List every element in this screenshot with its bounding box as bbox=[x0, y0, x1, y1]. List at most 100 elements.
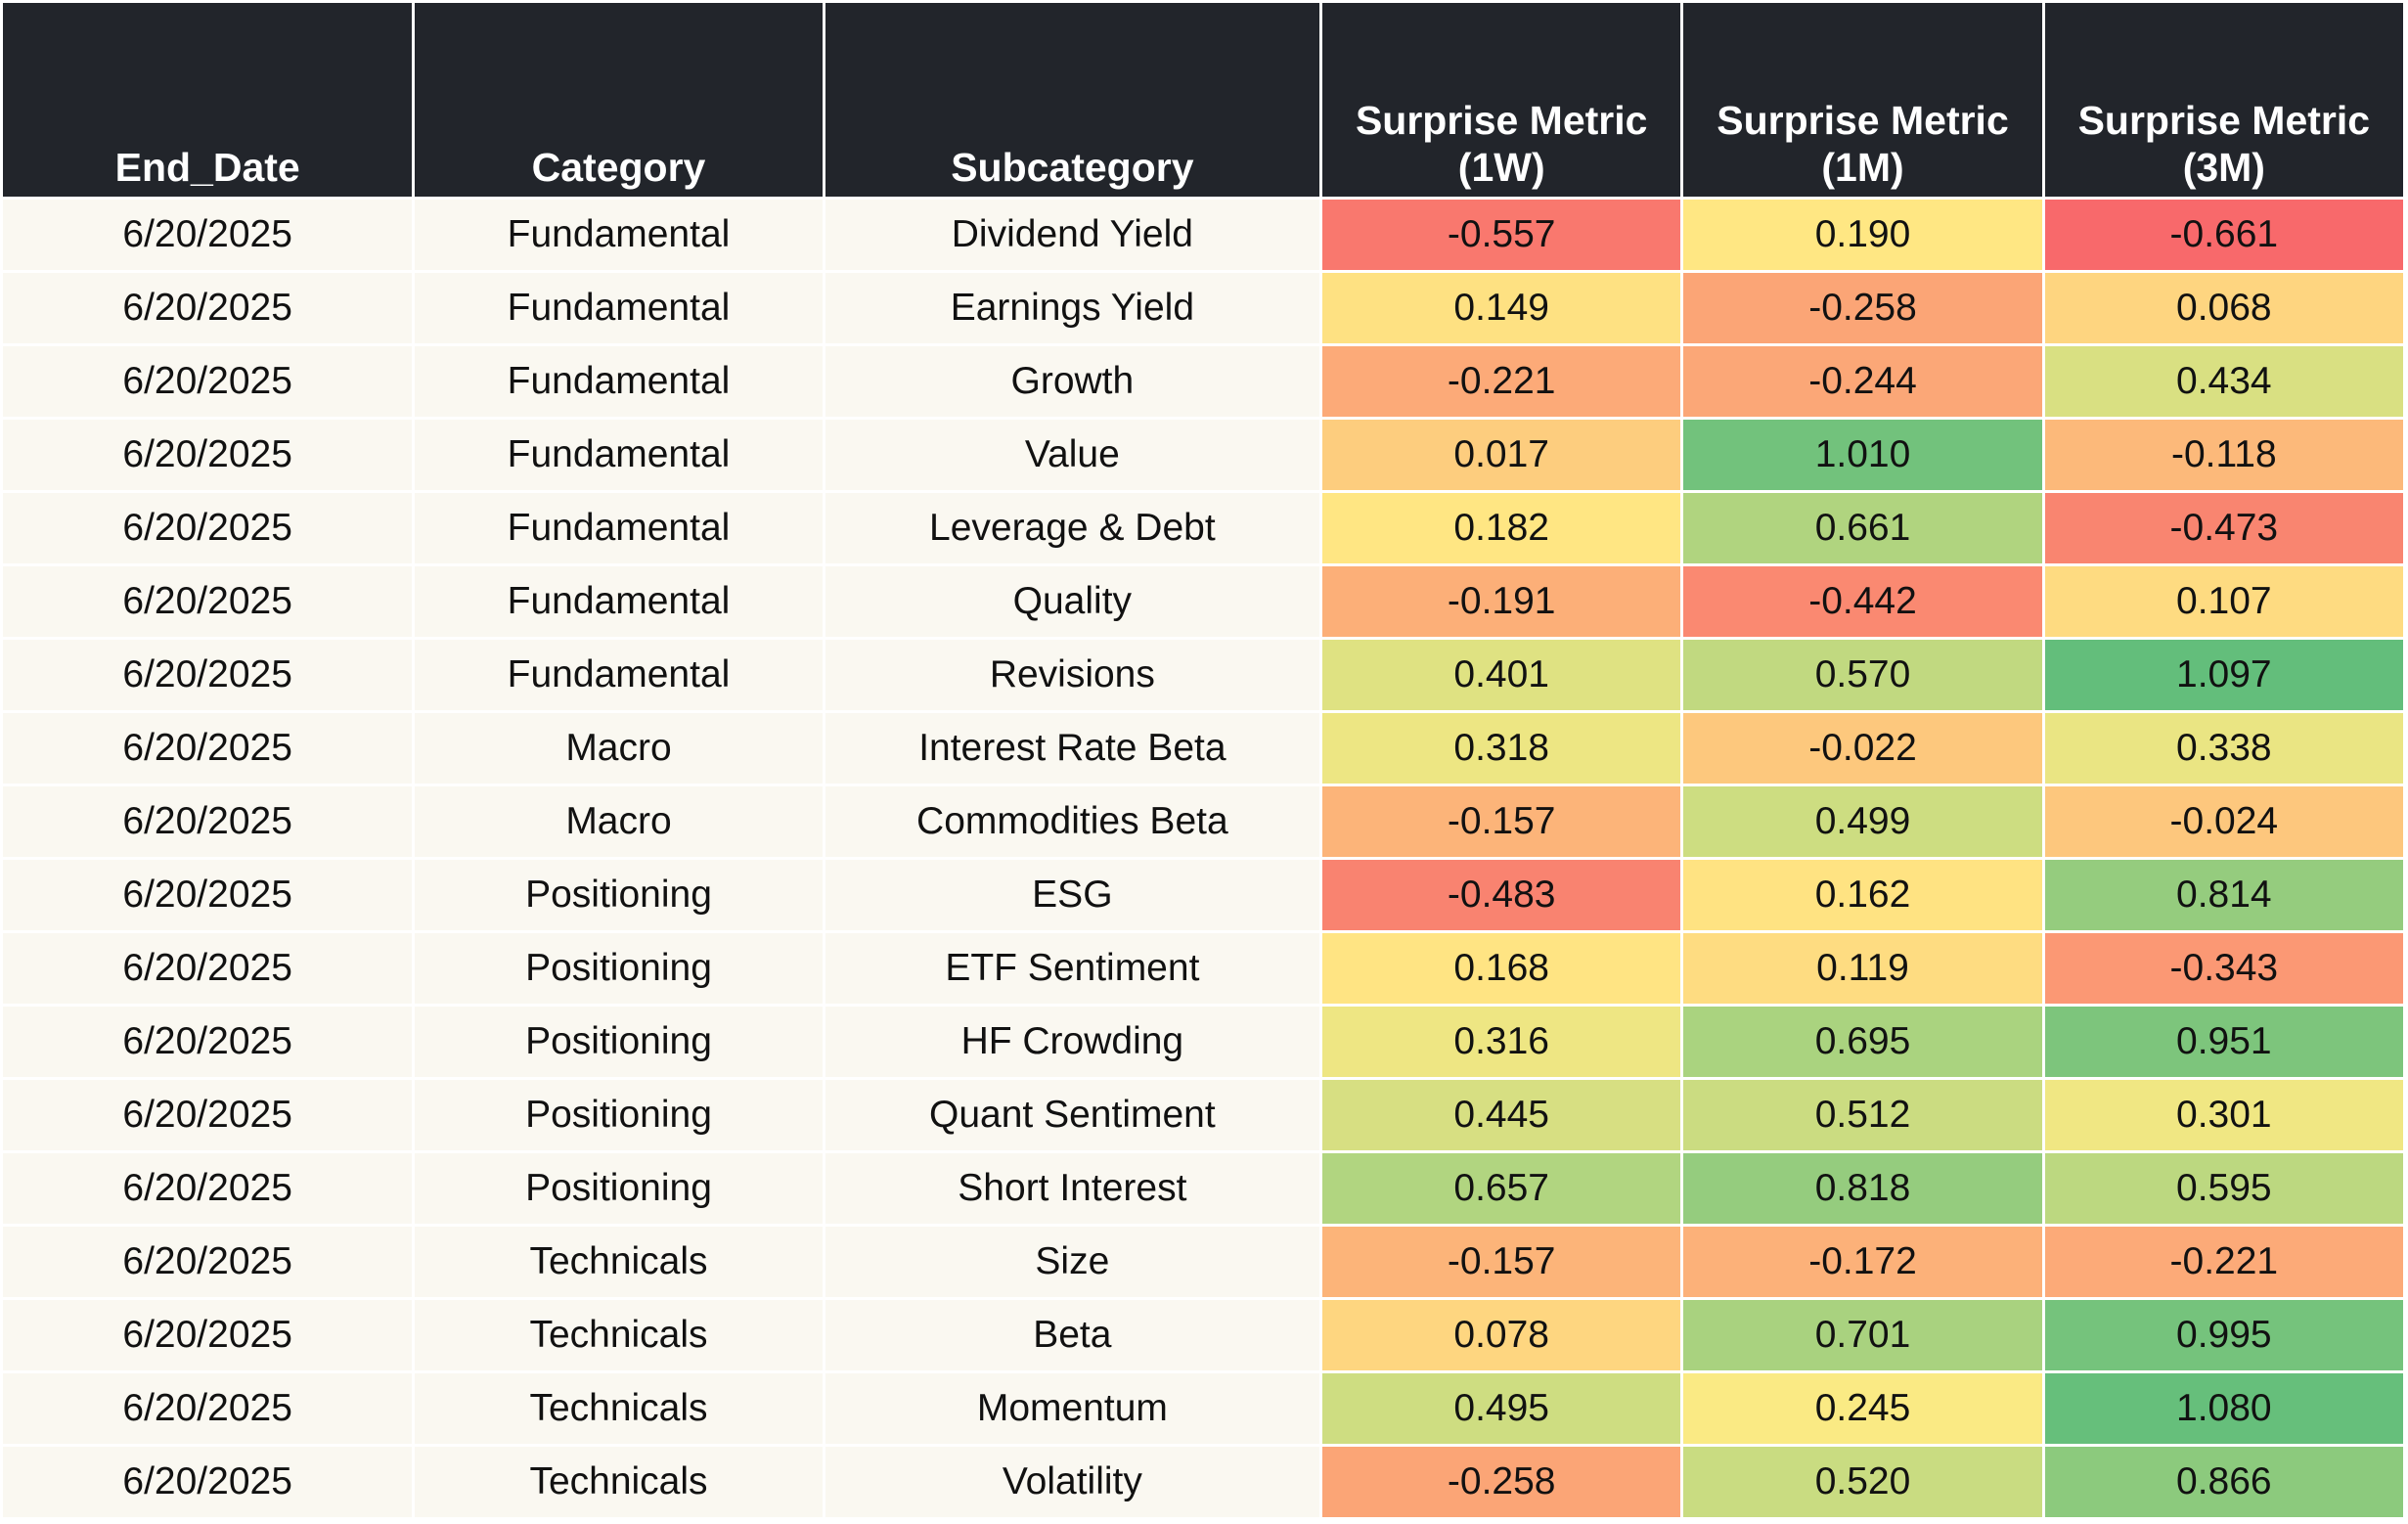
table-row: 6/20/2025 Positioning Short Interest 0.657 0… bbox=[3, 1153, 2403, 1224]
cell-surprise-1m: -0.022 bbox=[1683, 713, 2042, 784]
cell-surprise-3m: -0.118 bbox=[2044, 420, 2403, 490]
cell-surprise-1m: 0.818 bbox=[1683, 1153, 2042, 1224]
cell-surprise-1w: -0.191 bbox=[1322, 566, 1681, 637]
table-row: 6/20/2025 Fundamental Quality -0.191 -0.442 0… bbox=[3, 566, 2403, 637]
table-row: 6/20/2025 Fundamental Growth -0.221 -0.244 0.… bbox=[3, 346, 2403, 417]
cell-surprise-1w: 0.182 bbox=[1322, 493, 1681, 563]
cell-subcategory: Value bbox=[825, 420, 1320, 490]
cell-end-date: 6/20/2025 bbox=[3, 420, 413, 490]
cell-category: Fundamental bbox=[415, 566, 823, 637]
cell-surprise-1w: -0.157 bbox=[1322, 1227, 1681, 1297]
cell-subcategory: Commodities Beta bbox=[825, 786, 1320, 857]
surprise-metric-table: End_Date Category Subcategory Surprise Metr… bbox=[3, 3, 2406, 1520]
cell-surprise-3m: -0.343 bbox=[2044, 933, 2403, 1004]
cell-surprise-1m: -0.442 bbox=[1683, 566, 2042, 637]
cell-surprise-1w: -0.221 bbox=[1322, 346, 1681, 417]
table-row: 6/20/2025 Technicals Size -0.157 -0.172 -0.22… bbox=[3, 1227, 2403, 1297]
cell-end-date: 6/20/2025 bbox=[3, 273, 413, 343]
cell-end-date: 6/20/2025 bbox=[3, 1080, 413, 1150]
cell-surprise-1w: 0.149 bbox=[1322, 273, 1681, 343]
cell-surprise-1m: 0.162 bbox=[1683, 860, 2042, 930]
cell-surprise-1m: 0.499 bbox=[1683, 786, 2042, 857]
cell-surprise-3m: 0.338 bbox=[2044, 713, 2403, 784]
cell-end-date: 6/20/2025 bbox=[3, 493, 413, 563]
cell-end-date: 6/20/2025 bbox=[3, 860, 413, 930]
table-body: 6/20/2025 Fundamental Dividend Yield -0.557… bbox=[3, 200, 2403, 1517]
cell-category: Technicals bbox=[415, 1227, 823, 1297]
table-row: 6/20/2025 Technicals Volatility -0.258 0.520… bbox=[3, 1447, 2403, 1517]
cell-category: Technicals bbox=[415, 1373, 823, 1444]
cell-end-date: 6/20/2025 bbox=[3, 1300, 413, 1370]
cell-category: Fundamental bbox=[415, 273, 823, 343]
cell-subcategory: Momentum bbox=[825, 1373, 1320, 1444]
cell-category: Fundamental bbox=[415, 346, 823, 417]
cell-category: Positioning bbox=[415, 1153, 823, 1224]
cell-subcategory: Short Interest bbox=[825, 1153, 1320, 1224]
cell-subcategory: Size bbox=[825, 1227, 1320, 1297]
cell-surprise-3m: 0.595 bbox=[2044, 1153, 2403, 1224]
header-end-date: End_Date bbox=[3, 3, 413, 197]
cell-surprise-1m: 0.661 bbox=[1683, 493, 2042, 563]
table-row: 6/20/2025 Positioning ESG -0.483 0.162 0.814 bbox=[3, 860, 2403, 930]
cell-surprise-1w: -0.557 bbox=[1322, 200, 1681, 270]
cell-surprise-3m: 0.814 bbox=[2044, 860, 2403, 930]
cell-subcategory: Earnings Yield bbox=[825, 273, 1320, 343]
table-row: 6/20/2025 Positioning ETF Sentiment 0.168 0.… bbox=[3, 933, 2403, 1004]
table-row: 6/20/2025 Technicals Momentum 0.495 0.245 1.0… bbox=[3, 1373, 2403, 1444]
cell-surprise-1w: 0.078 bbox=[1322, 1300, 1681, 1370]
cell-end-date: 6/20/2025 bbox=[3, 786, 413, 857]
cell-category: Positioning bbox=[415, 1080, 823, 1150]
cell-subcategory: Quality bbox=[825, 566, 1320, 637]
cell-surprise-1w: -0.157 bbox=[1322, 786, 1681, 857]
cell-surprise-3m: 0.995 bbox=[2044, 1300, 2403, 1370]
header-row: End_Date Category Subcategory Surprise Metr… bbox=[3, 3, 2403, 197]
cell-end-date: 6/20/2025 bbox=[3, 200, 413, 270]
cell-category: Fundamental bbox=[415, 420, 823, 490]
header-category: Category bbox=[415, 3, 823, 197]
cell-subcategory: Dividend Yield bbox=[825, 200, 1320, 270]
cell-subcategory: Quant Sentiment bbox=[825, 1080, 1320, 1150]
cell-subcategory: Interest Rate Beta bbox=[825, 713, 1320, 784]
table-row: 6/20/2025 Technicals Beta 0.078 0.701 0.995 bbox=[3, 1300, 2403, 1370]
cell-end-date: 6/20/2025 bbox=[3, 1227, 413, 1297]
cell-surprise-3m: 0.107 bbox=[2044, 566, 2403, 637]
cell-surprise-1m: 0.119 bbox=[1683, 933, 2042, 1004]
cell-surprise-1m: 0.245 bbox=[1683, 1373, 2042, 1444]
cell-surprise-1m: 1.010 bbox=[1683, 420, 2042, 490]
cell-subcategory: Revisions bbox=[825, 640, 1320, 710]
cell-surprise-3m: 0.068 bbox=[2044, 273, 2403, 343]
cell-surprise-3m: 0.951 bbox=[2044, 1007, 2403, 1077]
cell-surprise-3m: -0.221 bbox=[2044, 1227, 2403, 1297]
cell-surprise-3m: -0.473 bbox=[2044, 493, 2403, 563]
cell-category: Technicals bbox=[415, 1300, 823, 1370]
cell-category: Positioning bbox=[415, 1007, 823, 1077]
header-surprise-3m: Surprise Metric (3M) bbox=[2044, 3, 2403, 197]
cell-category: Positioning bbox=[415, 860, 823, 930]
cell-surprise-1m: 0.695 bbox=[1683, 1007, 2042, 1077]
header-surprise-1m: Surprise Metric (1M) bbox=[1683, 3, 2042, 197]
cell-subcategory: Leverage & Debt bbox=[825, 493, 1320, 563]
cell-category: Macro bbox=[415, 713, 823, 784]
cell-category: Fundamental bbox=[415, 200, 823, 270]
cell-end-date: 6/20/2025 bbox=[3, 1153, 413, 1224]
cell-surprise-1w: -0.483 bbox=[1322, 860, 1681, 930]
cell-surprise-1m: 0.512 bbox=[1683, 1080, 2042, 1150]
cell-surprise-1w: -0.258 bbox=[1322, 1447, 1681, 1517]
cell-surprise-1w: 0.318 bbox=[1322, 713, 1681, 784]
table-row: 6/20/2025 Fundamental Dividend Yield -0.557… bbox=[3, 200, 2403, 270]
cell-surprise-1m: -0.172 bbox=[1683, 1227, 2042, 1297]
cell-end-date: 6/20/2025 bbox=[3, 1447, 413, 1517]
cell-subcategory: Volatility bbox=[825, 1447, 1320, 1517]
cell-surprise-1m: 0.190 bbox=[1683, 200, 2042, 270]
cell-surprise-3m: -0.024 bbox=[2044, 786, 2403, 857]
table-row: 6/20/2025 Fundamental Revisions 0.401 0.570 1… bbox=[3, 640, 2403, 710]
cell-surprise-1w: 0.017 bbox=[1322, 420, 1681, 490]
cell-end-date: 6/20/2025 bbox=[3, 566, 413, 637]
cell-end-date: 6/20/2025 bbox=[3, 346, 413, 417]
cell-surprise-1m: -0.244 bbox=[1683, 346, 2042, 417]
header-subcategory: Subcategory bbox=[825, 3, 1320, 197]
table-row: 6/20/2025 Positioning Quant Sentiment 0.445… bbox=[3, 1080, 2403, 1150]
table-row: 6/20/2025 Macro Interest Rate Beta 0.318 -0.… bbox=[3, 713, 2403, 784]
cell-surprise-1m: 0.701 bbox=[1683, 1300, 2042, 1370]
